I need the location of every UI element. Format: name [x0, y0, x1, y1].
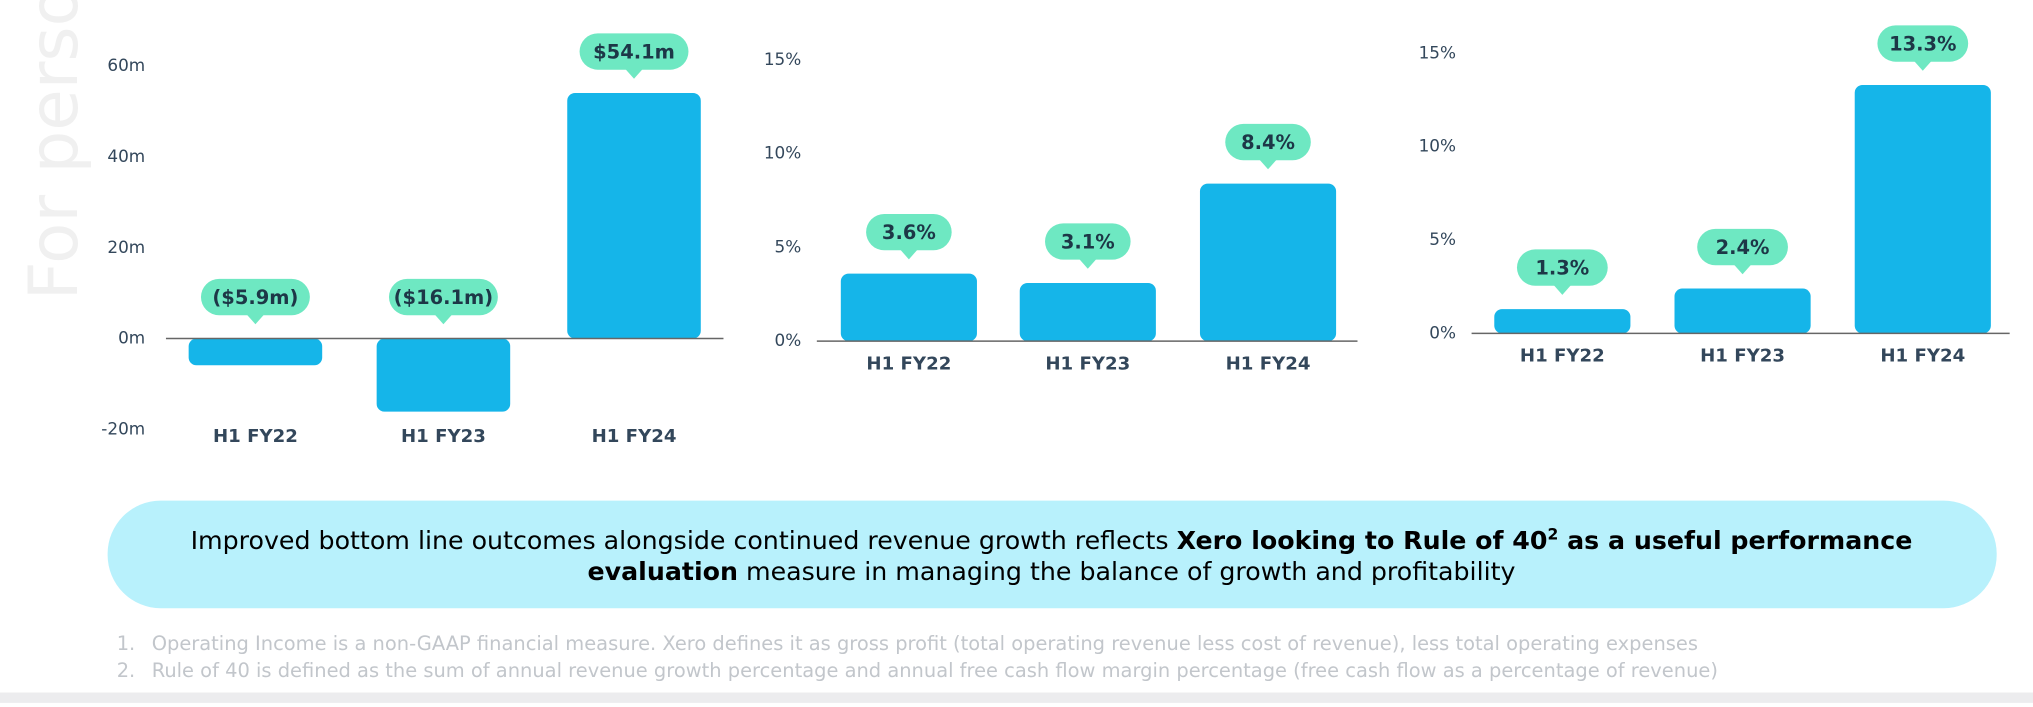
data-label: $54.1m	[593, 40, 675, 63]
data-label: 2.4%	[1716, 236, 1770, 259]
bar	[567, 93, 701, 339]
y-tick-label: 40m	[107, 146, 145, 166]
footnote-text: Operating Income is a non-GAAP financial…	[152, 632, 1698, 655]
banner-bold: Xero looking to Rule of 40	[1177, 526, 1548, 555]
label-pointer	[1077, 257, 1099, 269]
label-pointer	[1257, 157, 1279, 170]
y-tick-label: 20m	[107, 237, 145, 257]
y-tick-label: -20m	[101, 418, 145, 438]
bar	[1494, 309, 1631, 334]
label-pointer	[433, 312, 454, 325]
label-pill	[1045, 223, 1131, 260]
y-tick-label: 0m	[118, 328, 145, 348]
data-label: 8.4%	[1241, 131, 1295, 154]
footnote-number: 2.	[117, 659, 136, 682]
label-pill	[388, 278, 498, 316]
y-tick-label: 0%	[775, 330, 802, 350]
banner-line: Improved bottom line outcomes alongside …	[191, 525, 1913, 555]
banner-line: evaluation measure in managing the balan…	[588, 557, 1516, 586]
label-pill	[200, 278, 310, 316]
label-pointer	[1551, 283, 1573, 295]
bottom-strip	[0, 692, 2033, 703]
label-pill	[1877, 25, 1969, 62]
label-pill	[1225, 123, 1311, 161]
label-pointer	[898, 247, 920, 260]
data-label: 3.1%	[1061, 230, 1115, 253]
bar	[840, 273, 977, 342]
banner-bold: as a useful performance	[1558, 526, 1912, 555]
banner-bold: evaluation	[588, 557, 738, 586]
data-label: 3.6%	[882, 221, 936, 244]
bar	[1019, 282, 1156, 342]
footnote-number: 1.	[117, 632, 136, 655]
x-tick-label: H1 FY23	[401, 426, 486, 447]
x-tick-label: H1 FY22	[213, 426, 298, 447]
y-tick-label: 15%	[764, 49, 801, 69]
data-label: 13.3%	[1889, 32, 1956, 55]
label-pill	[1697, 228, 1788, 266]
y-tick-label: 60m	[107, 55, 145, 75]
footnote-text: Rule of 40 is defined as the sum of annu…	[152, 659, 1718, 682]
banner-box	[107, 500, 1997, 609]
label-pointer	[623, 67, 645, 79]
label-pointer	[1912, 59, 1934, 71]
x-tick-label: H1 FY23	[1700, 346, 1785, 367]
label-pill	[866, 213, 952, 251]
y-tick-label: 0%	[1429, 322, 1456, 342]
watermark: For perso	[14, 0, 93, 300]
data-label: ($16.1m)	[394, 286, 494, 309]
label-pill	[1516, 249, 1608, 286]
bar	[1674, 288, 1811, 334]
bar	[1199, 183, 1337, 342]
label-pointer	[245, 312, 266, 325]
data-label: 1.3%	[1535, 256, 1589, 279]
data-label: ($5.9m)	[212, 286, 298, 309]
bar	[376, 338, 511, 412]
y-tick-label: 10%	[764, 143, 801, 163]
banner-text: Improved bottom line outcomes alongside …	[191, 526, 1177, 555]
banner-sup: 2	[1547, 525, 1558, 543]
x-tick-label: H1 FY24	[592, 426, 677, 447]
y-tick-label: 5%	[775, 236, 802, 256]
x-tick-label: H1 FY24	[1880, 346, 1965, 367]
bar	[1854, 85, 1991, 334]
label-pointer	[1732, 262, 1753, 275]
label-pill	[579, 33, 689, 70]
bar	[188, 338, 323, 366]
x-tick-label: H1 FY22	[866, 353, 951, 374]
y-tick-label: 15%	[1419, 42, 1456, 62]
x-tick-label: H1 FY22	[1520, 346, 1605, 367]
banner-text: measure in managing the balance of growt…	[738, 557, 1516, 586]
x-tick-label: H1 FY23	[1045, 353, 1130, 374]
y-tick-label: 10%	[1419, 136, 1456, 156]
x-tick-label: H1 FY24	[1226, 353, 1311, 374]
y-tick-label: 5%	[1429, 229, 1456, 249]
